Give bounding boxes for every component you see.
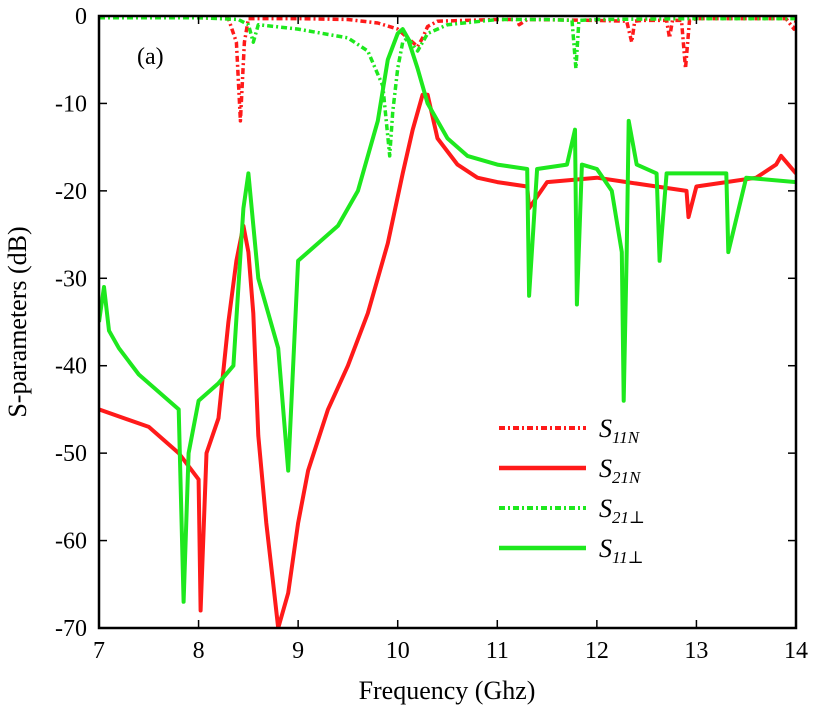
- series-line-3: [99, 27, 796, 604]
- legend-label-1: S21N: [599, 454, 642, 487]
- panel-label: (a): [137, 44, 164, 70]
- x-tick-label: 9: [292, 638, 304, 664]
- ticks-layer: 7 8 9 10 11 12 13 14 0 -10 -20 -30 -40 -50 -60 -70: [55, 4, 808, 664]
- series-line-0: [99, 16, 796, 123]
- x-tick-label: 13: [684, 638, 708, 664]
- legend-label-2: S21⊥: [599, 494, 645, 527]
- y-axis-title: S-parameters (dB): [3, 226, 32, 417]
- y-tick-label: -10: [55, 91, 87, 117]
- x-axis-title: Frequency (Ghz): [359, 676, 536, 705]
- y-tick-label: 0: [75, 4, 87, 30]
- legend: S11N S21N S21⊥ S11⊥: [499, 414, 645, 567]
- y-tick-label: -30: [55, 266, 87, 292]
- plot-frame: [97, 14, 798, 630]
- x-tick-label: 12: [585, 638, 609, 664]
- series-line-1: [99, 92, 796, 628]
- y-tick-label: -40: [55, 354, 87, 380]
- y-tick-label: -20: [55, 179, 87, 205]
- x-tick-label: 8: [193, 638, 205, 664]
- x-tick-label: 14: [784, 638, 808, 664]
- y-tick-label: -50: [55, 441, 87, 467]
- series-layer: [99, 16, 796, 628]
- y-tick-label: -70: [55, 616, 87, 642]
- x-tick-label: 11: [486, 638, 509, 664]
- legend-label-3: S11⊥: [599, 534, 644, 567]
- legend-label-0: S11N: [599, 414, 641, 447]
- x-tick-label: 10: [386, 638, 410, 664]
- series-line-2: [99, 16, 796, 158]
- x-tick-label: 7: [93, 638, 105, 664]
- y-tick-label: -60: [55, 529, 87, 555]
